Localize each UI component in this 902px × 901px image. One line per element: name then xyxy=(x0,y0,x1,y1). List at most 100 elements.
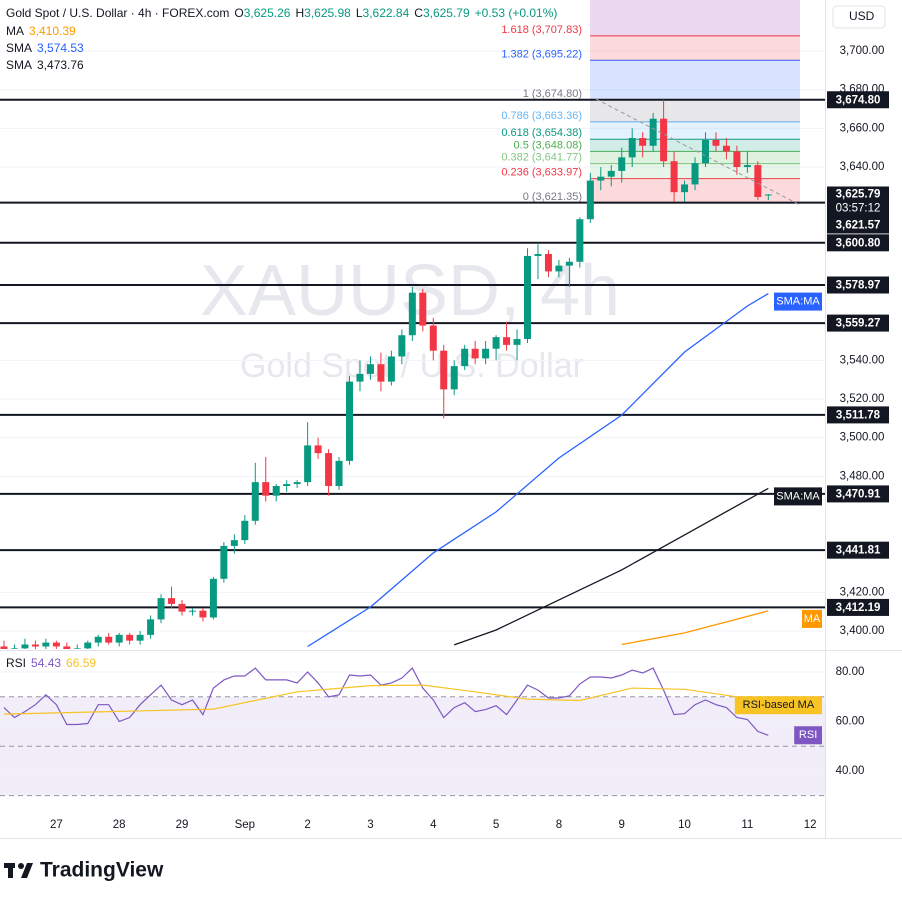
ma-name: SMA xyxy=(6,41,32,55)
rsi-line xyxy=(3,684,769,715)
candle-body xyxy=(565,261,573,266)
fib-value: (3,707.83) xyxy=(532,24,582,36)
candle-body xyxy=(701,139,709,164)
candle-body xyxy=(419,292,427,326)
level-tag-box xyxy=(827,314,889,332)
candle-body xyxy=(429,325,437,351)
y-tick-label: 3,520.00 xyxy=(840,393,885,405)
candle-body xyxy=(586,180,594,220)
fib-value: (3,663.36) xyxy=(532,110,582,122)
fib-ratio: 1.618 xyxy=(501,24,529,36)
fib-ratio: 1.382 xyxy=(501,48,529,60)
y-tick-label: 3,660.00 xyxy=(840,122,885,134)
rsi-legend: RSI 54.43 66.59 xyxy=(6,656,96,670)
ohlc-key: C xyxy=(414,6,423,20)
candle-body xyxy=(220,545,228,579)
level-tag-box xyxy=(827,91,889,109)
last-price-box xyxy=(827,186,889,217)
level-tag-box xyxy=(827,406,889,424)
level-tag: 3,674.80 xyxy=(836,94,881,106)
level-tag: 3,621.57 xyxy=(836,220,881,232)
candle-body xyxy=(346,381,354,461)
candle-body xyxy=(241,520,249,541)
candle-body xyxy=(52,642,60,647)
level-tag-box xyxy=(827,541,889,559)
x-tick-label: 8 xyxy=(556,819,562,831)
y-tick-label: 80.00 xyxy=(836,666,865,678)
candle-body xyxy=(670,161,678,193)
rsi-tag-box xyxy=(794,726,822,745)
ma-value: 3,473.76 xyxy=(37,58,84,72)
candle-body xyxy=(691,163,699,185)
candle-body xyxy=(283,484,291,486)
y-tick-label: 3,500.00 xyxy=(840,432,885,444)
fib-value: (3,633.97) xyxy=(532,167,582,179)
ma-name: SMA xyxy=(6,58,32,72)
candle-body xyxy=(544,254,552,272)
symbol: Gold Spot / U.S. Dollar · 4h · FOREX.com xyxy=(6,6,229,20)
candle-body xyxy=(607,170,615,177)
candle-body xyxy=(304,445,312,483)
candle-body xyxy=(251,482,259,521)
candle-body xyxy=(712,139,720,146)
fib-ratio: 0.236 xyxy=(501,167,529,179)
fib-label: 1.618 (3,707.83) xyxy=(501,24,582,36)
level-tag: 3,441.81 xyxy=(836,545,881,557)
fib-ratio: 0.618 xyxy=(501,127,529,139)
fib-label: 0.5 (3,648.08) xyxy=(514,139,582,151)
level-tag: 3,578.97 xyxy=(836,280,881,292)
candle-body xyxy=(115,634,123,643)
candle-body xyxy=(199,610,207,618)
fib-zone xyxy=(590,60,800,100)
y-tick-label: 40.00 xyxy=(836,765,865,777)
candle-body xyxy=(628,138,636,158)
logo-slash xyxy=(21,863,33,878)
level-tag: 3,559.27 xyxy=(836,318,881,330)
candle-body xyxy=(639,138,647,146)
candle-body xyxy=(503,337,511,345)
fib-ratio: 0.382 xyxy=(501,152,529,164)
fib-label: 1 (3,674.80) xyxy=(523,88,582,100)
last-price: 3,625.79 xyxy=(836,189,881,201)
watermark-subtitle: Gold Spot / U.S. Dollar xyxy=(240,347,584,385)
ma-tag: SMA:MA xyxy=(776,490,820,502)
ma-tag-box xyxy=(774,292,822,311)
candle-body xyxy=(555,265,563,272)
candle-body xyxy=(272,486,280,496)
candle-body xyxy=(230,540,238,546)
candle-body xyxy=(398,335,406,357)
fib-zone xyxy=(590,99,800,122)
ma-legend: MA 3,410.39 xyxy=(6,24,76,38)
candle-body xyxy=(335,460,343,486)
candle-body xyxy=(471,348,479,359)
fib-value: (3,641.77) xyxy=(532,152,582,164)
fib-label: 0.618 (3,654.38) xyxy=(501,127,582,139)
currency-box[interactable] xyxy=(832,5,886,29)
level-tag: 3,600.80 xyxy=(836,237,881,249)
ma-tag: SMA:MA xyxy=(776,295,820,307)
ohlc-value: 3,625.26 xyxy=(244,6,291,20)
candle-body xyxy=(178,603,186,612)
x-tick-label: 11 xyxy=(741,819,753,831)
candle-body xyxy=(387,356,395,382)
candle-body xyxy=(126,634,134,641)
candle-body xyxy=(649,118,657,146)
candle-body xyxy=(743,165,751,168)
candle-body xyxy=(681,184,689,193)
ohlc-key: H xyxy=(295,6,304,20)
candle-body xyxy=(0,646,8,649)
rsi-tag: RSI-based MA xyxy=(743,699,815,711)
ma-legend: SMA 3,473.76 xyxy=(6,58,84,72)
ma-tag-box xyxy=(802,609,822,628)
brand-logo xyxy=(4,863,33,878)
level-tag-box xyxy=(827,485,889,503)
fib-label: 0.382 (3,641.77) xyxy=(501,152,582,164)
level-tag-box xyxy=(827,276,889,294)
ohlc-value: 3,625.79 xyxy=(423,6,470,20)
level-tag-box xyxy=(827,234,889,252)
fib-ratio: 0.786 xyxy=(501,110,529,122)
fib-label: 1.382 (3,695.22) xyxy=(501,48,582,60)
fib-zone xyxy=(590,0,800,36)
